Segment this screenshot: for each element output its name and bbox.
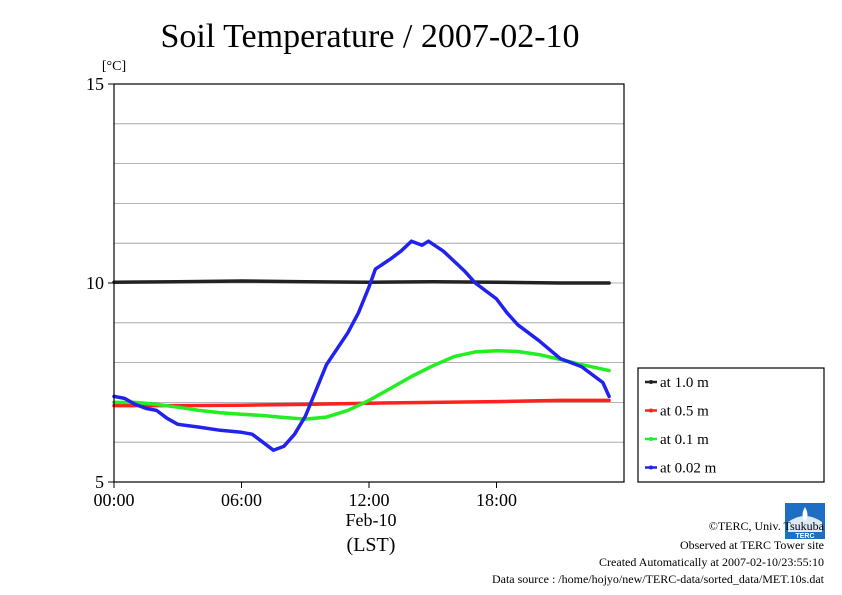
data-source-text: Data source : /home/hojyo/new/TERC-data/… xyxy=(492,572,825,586)
series-line-1 xyxy=(112,398,611,408)
legend-label: at 1.0 m xyxy=(660,375,709,391)
copyright-text: ©TERC, Univ. Tsukuba xyxy=(709,519,825,533)
legend-label: at 0.02 m xyxy=(660,461,717,477)
legend-label: at 0.5 m xyxy=(660,404,709,420)
legend-marker xyxy=(649,380,653,384)
series-line-2 xyxy=(112,348,611,421)
series-line-3 xyxy=(112,239,611,452)
y-tick-label: 5 xyxy=(95,472,104,492)
created-text: Created Automatically at 2007-02-10/23:5… xyxy=(599,555,824,569)
y-axis-unit: [°C] xyxy=(102,59,126,74)
legend-marker xyxy=(649,465,653,470)
series-line-0 xyxy=(112,279,611,285)
y-tick-label: 15 xyxy=(86,74,104,94)
plot-frame xyxy=(113,83,625,483)
axis-ticks: 5 10 15 00:00 06:00 12:00 18:00 xyxy=(86,74,517,510)
observed-text: Observed at TERC Tower site xyxy=(680,538,824,552)
x-tick-label: 00:00 xyxy=(93,490,134,510)
legend-marker xyxy=(649,408,653,413)
terc-logo: TERC xyxy=(785,503,825,540)
x-axis-label: (LST) xyxy=(347,534,396,556)
x-tick-label: 12:00 xyxy=(348,490,389,510)
y-tick-label: 10 xyxy=(86,273,104,293)
x-tick-label: 18:00 xyxy=(476,490,517,510)
logo-text: TERC xyxy=(795,533,814,540)
date-label: Feb-10 xyxy=(346,510,397,530)
series-lines xyxy=(112,239,611,452)
legend: at 1.0 m at 0.5 m at 0.1 m at 0.02 m xyxy=(637,367,825,483)
chart-title: Soil Temperature / 2007-02-10 xyxy=(160,18,579,55)
legend-box xyxy=(637,367,825,483)
legend-label: at 0.1 m xyxy=(660,432,709,448)
x-tick-label: 06:00 xyxy=(221,490,262,510)
legend-marker xyxy=(649,437,653,441)
